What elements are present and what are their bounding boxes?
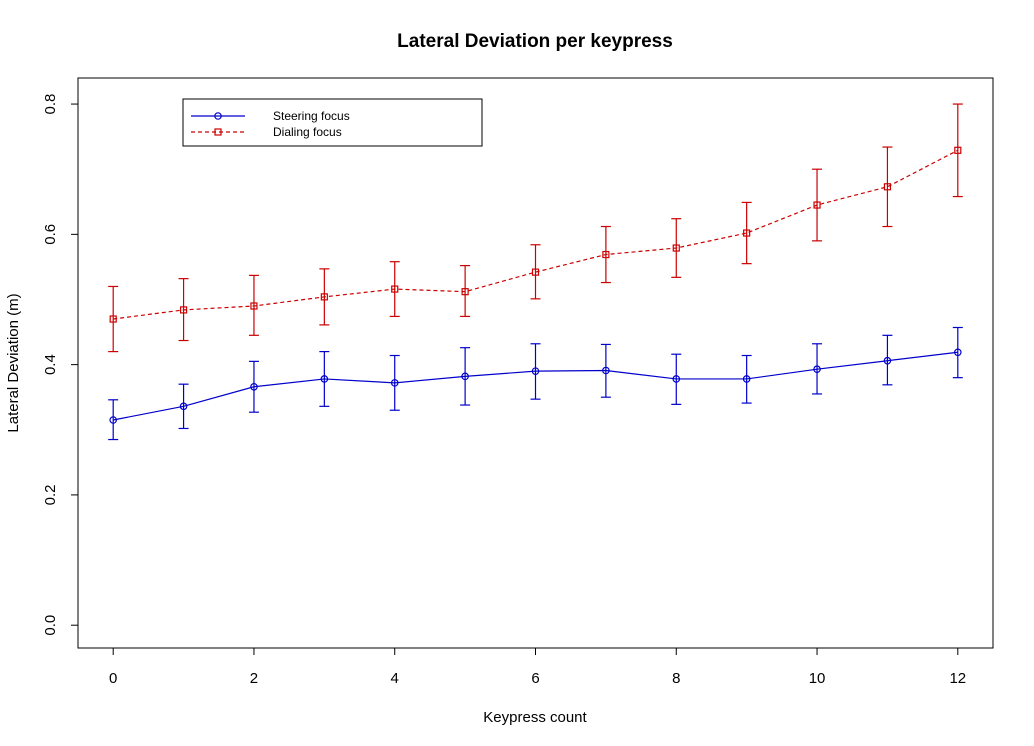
data-point [742,375,751,383]
data-point [179,306,188,314]
x-tick-label: 8 [672,670,680,687]
x-tick-label: 6 [531,670,539,687]
legend-box [182,98,483,147]
data-point [602,366,610,375]
data-point [672,244,680,252]
data-point [179,402,188,411]
data-point [602,250,610,259]
data-point [813,201,821,209]
data-point [954,146,962,154]
data-point [320,375,329,383]
x-axis: 0 2 4 6 8 10 12 [109,647,966,687]
data-point [109,416,117,424]
y-tick-label: 0.0 [42,615,59,636]
x-tick-label: 2 [250,670,258,687]
y-tick-label: 0.8 [42,94,59,115]
data-point [461,372,469,381]
x-tick-label: 12 [949,670,966,687]
y-axis: 0.0 0.2 0.4 0.6 0.8 [42,94,79,636]
series-layer [108,103,963,441]
legend-label-dialing-focus: Dialing focus [273,125,342,139]
data-point [391,285,399,293]
chart-title: Lateral Deviation per keypress [397,31,673,52]
legend-marker-dialing-focus [214,128,222,136]
y-tick-label: 0.2 [42,484,59,505]
legend-marker-steering-focus [214,112,222,120]
series-dialing-focus [108,103,963,353]
series-steering-focus [108,326,963,441]
x-tick-label: 0 [109,670,117,687]
data-point [531,367,540,375]
legend-label-steering-focus: Steering focus [273,109,350,123]
data-point [250,382,258,391]
data-point [531,268,540,276]
data-point [813,365,821,373]
data-point [320,293,328,301]
legend: Steering focus Dialing focus [182,98,483,147]
data-point [109,315,117,323]
y-tick-label: 0.4 [42,354,59,375]
x-tick-label: 10 [809,670,826,687]
data-point [743,229,751,237]
data-point [390,379,399,387]
data-point [883,183,892,191]
y-axis-label: Lateral Deviation (m) [5,293,22,432]
x-tick-label: 4 [391,670,399,687]
data-point [883,356,892,365]
data-point [461,288,469,296]
x-axis-label: Keypress count [483,709,587,726]
data-point [954,348,962,357]
data-point [672,375,681,383]
data-point [250,302,258,310]
y-tick-label: 0.6 [42,224,59,245]
